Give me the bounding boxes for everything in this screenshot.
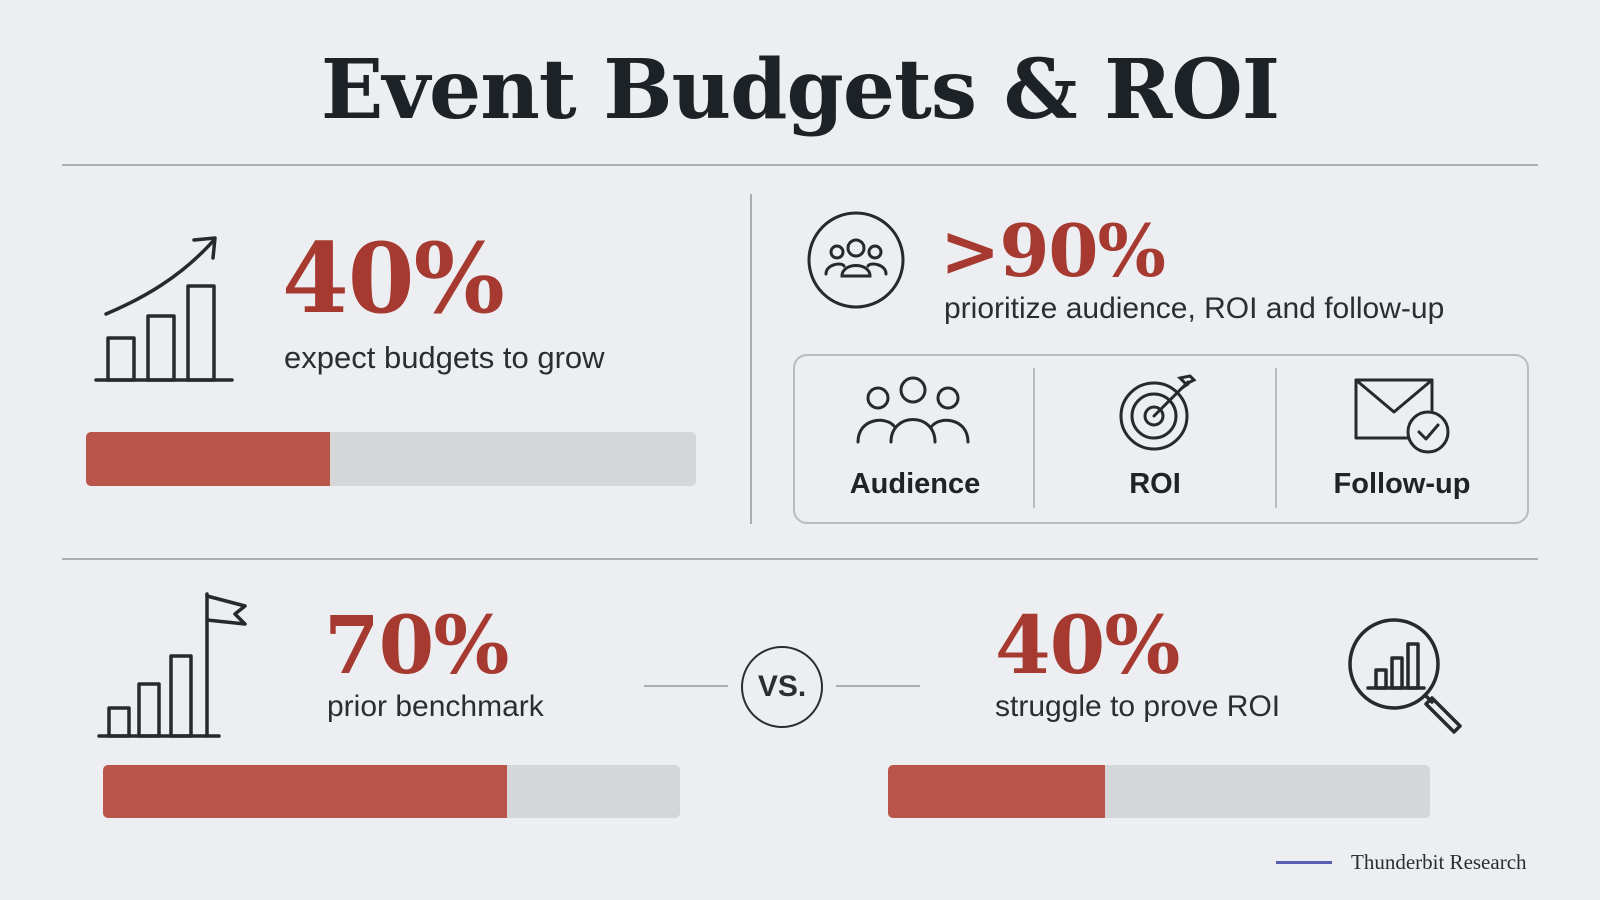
credit-line bbox=[1276, 861, 1332, 864]
prior-benchmark-caption: prior benchmark bbox=[327, 690, 544, 723]
box-divider-2 bbox=[1275, 368, 1277, 508]
people-circle-icon bbox=[806, 210, 906, 315]
section-divider bbox=[750, 194, 752, 524]
prove-roi-value: 40% bbox=[995, 598, 1180, 692]
budget-growth-bar-fill bbox=[86, 432, 330, 486]
title-divider bbox=[62, 164, 1538, 166]
growth-chart-icon bbox=[94, 236, 234, 391]
category-follow-up: Follow-up bbox=[1333, 468, 1471, 500]
prove-roi-bar bbox=[888, 765, 1430, 818]
target-arrow-icon bbox=[1118, 374, 1198, 459]
vs-badge: VS. bbox=[741, 646, 823, 728]
budget-growth-value: 40% bbox=[282, 222, 505, 335]
vs-line-right bbox=[836, 685, 920, 687]
magnifier-chart-icon bbox=[1348, 618, 1468, 743]
chart-flag-icon bbox=[97, 592, 247, 747]
priorities-value: >90% bbox=[940, 208, 1166, 293]
people-group-icon bbox=[856, 376, 970, 451]
prior-benchmark-bar-fill bbox=[103, 765, 507, 818]
box-divider-1 bbox=[1033, 368, 1035, 508]
budget-growth-bar bbox=[86, 432, 696, 486]
priorities-box bbox=[793, 354, 1529, 524]
priorities-caption: prioritize audience, ROI and follow-up bbox=[944, 292, 1445, 325]
budget-growth-caption: expect budgets to grow bbox=[284, 340, 605, 375]
middle-divider bbox=[62, 558, 1538, 560]
prove-roi-bar-fill bbox=[888, 765, 1105, 818]
category-audience: Audience bbox=[849, 468, 981, 500]
prior-benchmark-bar bbox=[103, 765, 680, 818]
vs-label: VS. bbox=[757, 670, 807, 703]
envelope-check-icon bbox=[1352, 376, 1452, 461]
prove-roi-caption: struggle to prove ROI bbox=[995, 690, 1281, 723]
page-title: Event Budgets & ROI bbox=[320, 42, 1280, 138]
vs-line-left bbox=[644, 685, 728, 687]
credit-text: Thunderbit Research bbox=[1351, 850, 1527, 874]
category-roi: ROI bbox=[1129, 468, 1181, 500]
prior-benchmark-value: 70% bbox=[324, 598, 509, 692]
